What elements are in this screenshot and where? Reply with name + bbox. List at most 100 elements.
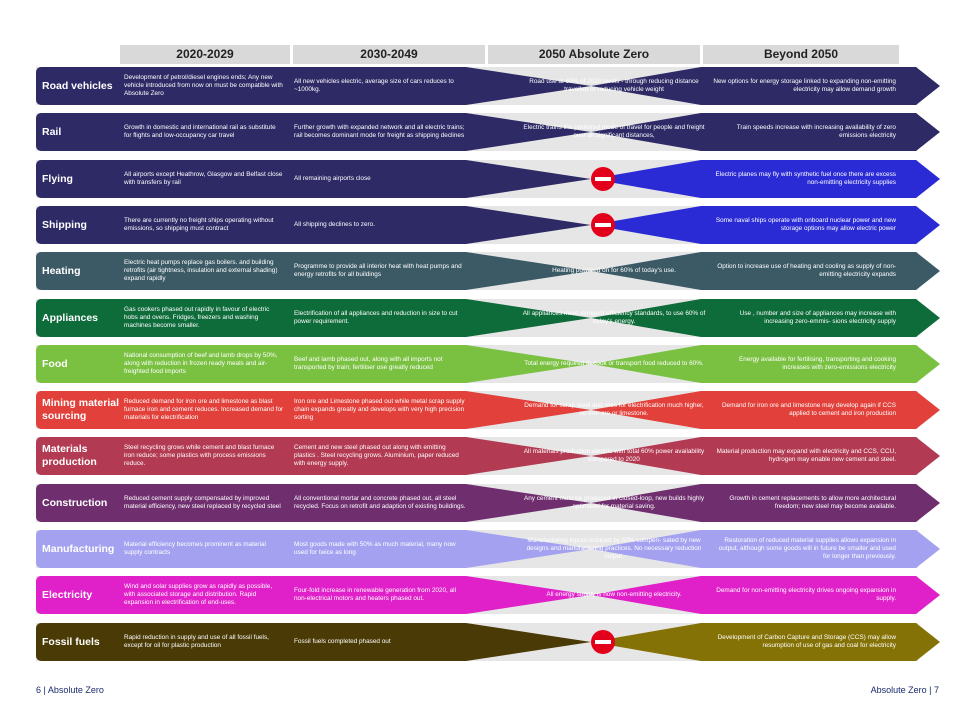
cell-text: Material production may expand with elec… bbox=[716, 447, 896, 463]
cell-text: Growth in domestic and international rai… bbox=[124, 123, 276, 139]
footer-right: Absolute Zero | 7 bbox=[870, 685, 939, 695]
cell-text: All energy supply is now non-emitting el… bbox=[546, 590, 682, 598]
cell-c3: Electric trains the preferred mode of tr… bbox=[522, 113, 706, 151]
header-beyond-2050: Beyond 2050 bbox=[703, 45, 899, 64]
row-arrow-left bbox=[116, 576, 591, 614]
cell-c1: Material efficiency becomes prominent as… bbox=[124, 530, 284, 568]
cell-c2: Electrification of all appliances and re… bbox=[294, 299, 466, 337]
cell-text: Demand for iron ore and limestone may de… bbox=[721, 401, 896, 417]
row-label-block bbox=[36, 437, 122, 475]
row-arrow-right bbox=[591, 623, 940, 661]
cell-c2: Cement and new steel phased out along wi… bbox=[294, 437, 466, 475]
cell-text: Demand for non-emitting electricity driv… bbox=[716, 586, 896, 602]
row-label: Road vehicles bbox=[42, 79, 113, 92]
row-arrow-left bbox=[116, 160, 591, 198]
cell-c4: Development of Carbon Capture and Storag… bbox=[712, 623, 896, 661]
row-label: Rail bbox=[42, 125, 62, 138]
cell-c2: Four-fold increase in renewable generati… bbox=[294, 576, 466, 614]
cell-text: Train speeds increase with increasing av… bbox=[736, 123, 896, 139]
header-2050-absolute-zero: 2050 Absolute Zero bbox=[488, 45, 700, 64]
cell-c3: Heating powered on for 60% of today's us… bbox=[522, 252, 706, 290]
cell-text: Electric heat pumps replace gas boilers.… bbox=[124, 258, 278, 283]
row-label: Fossil fuels bbox=[42, 635, 100, 648]
row-arrow-left bbox=[116, 299, 591, 337]
row-arrow-right bbox=[591, 484, 940, 522]
row-arrow bbox=[36, 113, 940, 151]
cell-text: Fossil fuels completed phased out bbox=[294, 637, 391, 645]
row-arrow-left bbox=[116, 345, 591, 383]
cell-text: Total energy required to cook or transpo… bbox=[524, 359, 704, 367]
row-arrow-left bbox=[116, 252, 591, 290]
cell-c2: All shipping declines to zero. bbox=[294, 206, 466, 244]
cell-c2: Programme to provide all interior heat w… bbox=[294, 252, 466, 290]
row-arrow-right bbox=[591, 576, 940, 614]
row-arrow-left bbox=[116, 391, 591, 429]
cell-c2: Beef and lamb phased out, along with all… bbox=[294, 345, 466, 383]
cell-text: Electric trains the preferred mode of tr… bbox=[523, 123, 705, 139]
cell-text: All shipping declines to zero. bbox=[294, 220, 375, 228]
cell-c4: Use , number and size of appliances may … bbox=[712, 299, 896, 337]
row-arrow bbox=[36, 437, 940, 475]
cell-c4: Some naval ships operate with onboard nu… bbox=[712, 206, 896, 244]
row-arrow-right bbox=[591, 391, 940, 429]
row-arrow-left bbox=[116, 623, 591, 661]
row-label-block bbox=[36, 67, 122, 105]
cell-text: Reduced demand for iron ore and limeston… bbox=[124, 397, 284, 422]
cell-c1: There are currently no freight ships ope… bbox=[124, 206, 284, 244]
row-label-block bbox=[36, 530, 122, 568]
row-materials-production: Materials production Steel recycling grow… bbox=[36, 437, 940, 475]
row-label-block bbox=[36, 391, 122, 429]
row-arrow-right bbox=[591, 252, 940, 290]
cell-text: All remaining airports close bbox=[294, 174, 371, 182]
cell-text: Heating powered on for 60% of today's us… bbox=[552, 266, 676, 274]
row-arrow bbox=[36, 160, 940, 198]
row-arrow bbox=[36, 67, 940, 105]
row-label-block bbox=[36, 206, 122, 244]
cell-text: Development of Carbon Capture and Storag… bbox=[717, 633, 896, 649]
cell-text: New options for energy storage linked to… bbox=[713, 77, 896, 93]
cell-text: All airports except Heathrow, Glasgow an… bbox=[124, 170, 283, 186]
header-2030-2049: 2030-2049 bbox=[293, 45, 485, 64]
cell-c2: Fossil fuels completed phased out bbox=[294, 623, 466, 661]
cell-text: Manufacturing inputs reduced by 50% comp… bbox=[526, 536, 702, 561]
cell-c1: Growth in domestic and international rai… bbox=[124, 113, 284, 151]
cell-c1: Electric heat pumps replace gas boilers.… bbox=[124, 252, 284, 290]
row-arrow bbox=[36, 345, 940, 383]
row-arrow-right bbox=[591, 437, 940, 475]
cell-text: Electric planes may fly with synthetic f… bbox=[715, 170, 896, 186]
row-fossil-fuels: Fossil fuels Rapid reduction in supply an… bbox=[36, 623, 940, 661]
cell-c2: All remaining airports close bbox=[294, 160, 466, 198]
cell-c4: Demand for iron ore and limestone may de… bbox=[712, 391, 896, 429]
cell-c1: Wind and solar supplies grow as rapidly … bbox=[124, 576, 284, 614]
cell-c3: All energy supply is now non-emitting el… bbox=[522, 576, 706, 614]
cell-text: Gas cookers phased out rapidly in favour… bbox=[124, 305, 270, 330]
row-arrow-left bbox=[116, 113, 591, 151]
row-label: Shipping bbox=[42, 218, 87, 231]
row-heating: Heating Electric heat pumps replace gas b… bbox=[36, 252, 940, 290]
cell-text: Growth in cement replacements to allow m… bbox=[729, 494, 896, 510]
row-arrow-left bbox=[116, 206, 591, 244]
cell-c1: Gas cookers phased out rapidly in favour… bbox=[124, 299, 284, 337]
row-arrow-right bbox=[591, 299, 940, 337]
row-arrow bbox=[36, 484, 940, 522]
row-label-block bbox=[36, 252, 122, 290]
row-appliances: Appliances Gas cookers phased out rapidly… bbox=[36, 299, 940, 337]
row-construction: Construction Reduced cement supply compen… bbox=[36, 484, 940, 522]
row-arrow-right bbox=[591, 67, 940, 105]
cell-c2: Further growth with expanded network and… bbox=[294, 113, 466, 151]
cell-c1: All airports except Heathrow, Glasgow an… bbox=[124, 160, 284, 198]
row-label: Materials production bbox=[42, 443, 97, 468]
row-label: Heating bbox=[42, 264, 81, 277]
cell-c4: Electric planes may fly with synthetic f… bbox=[712, 160, 896, 198]
cell-c4: Train speeds increase with increasing av… bbox=[712, 113, 896, 151]
cell-text: Energy available for fertilising, transp… bbox=[738, 355, 896, 371]
cell-c1: Development of petrol/diesel engines end… bbox=[124, 67, 284, 105]
no-entry-icon bbox=[591, 213, 615, 237]
row-arrow-right bbox=[591, 206, 940, 244]
row-arrow-left bbox=[116, 530, 591, 568]
cell-c2: All conventional mortar and concrete pha… bbox=[294, 484, 466, 522]
row-flying: Flying All airports except Heathrow, Glas… bbox=[36, 160, 940, 198]
cell-c1: Rapid reduction in supply and use of all… bbox=[124, 623, 284, 661]
cell-c2: Most goods made with 50% as much materia… bbox=[294, 530, 466, 568]
cell-text: National consumption of beef and lamb dr… bbox=[124, 351, 278, 376]
